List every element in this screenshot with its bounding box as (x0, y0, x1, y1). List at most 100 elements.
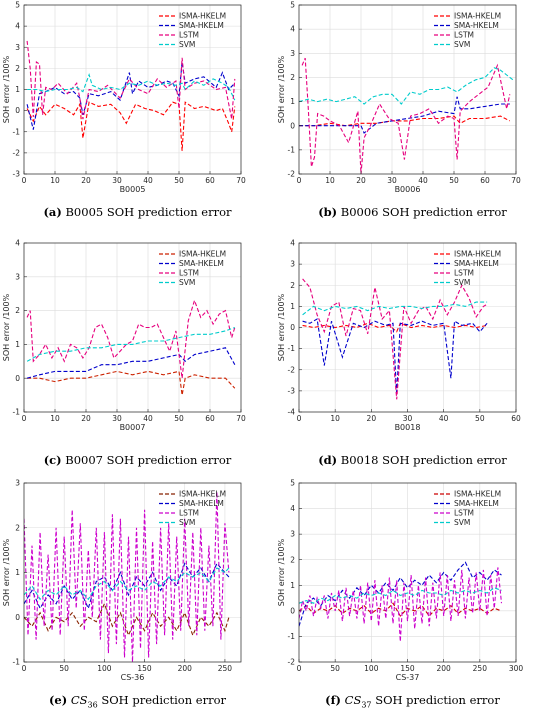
y-tick-label: 0 (15, 374, 20, 383)
x-tick-label: 40 (439, 414, 449, 423)
y-tick-label: 0 (290, 606, 295, 615)
caption-text: B0007 SOH prediction error (65, 453, 232, 467)
panel-d: 0 10 20 30 40 50 60 -4 -3 -2 -1 0 1 2 3 4 B0018 SOH error… (275, 238, 550, 438)
series-line-svm (299, 67, 514, 105)
y-tick-label: 0 (290, 323, 295, 332)
legend-label-isma-hkelm: ISMA-HKELM (179, 12, 226, 21)
panel-f: 0 50 100 150 200 250 300 -2 -1 0 1 2 3 4 5 CS-37 SOH err… (275, 478, 550, 688)
x-tick-label: 10 (50, 414, 60, 423)
y-tick-label: 4 (290, 239, 295, 248)
series-line-isma-hkelm (26, 101, 236, 151)
y-axis-label: SOH error /100% (277, 55, 286, 123)
x-tick-label: 20 (367, 414, 377, 423)
x-tick-label: 40 (418, 176, 428, 185)
y-tick-label: 2 (290, 73, 295, 82)
x-tick-label: 30 (387, 176, 397, 185)
chart-d: 0 10 20 30 40 50 60 -4 -3 -2 -1 0 1 2 3 4 B0018 SOH error… (277, 239, 521, 432)
x-tick-label: 200 (178, 664, 193, 673)
y-tick-label: -1 (288, 145, 296, 154)
y-tick-label: 3 (15, 479, 20, 488)
x-axis-label: B0005 (120, 185, 146, 194)
y-tick-label: 4 (15, 22, 20, 31)
x-tick-label: 60 (480, 176, 490, 185)
caption-text: B0006 SOH prediction error (340, 205, 507, 219)
y-axis-label: SOH error /100% (277, 293, 286, 361)
y-tick-label: 0 (15, 106, 20, 115)
y-tick-label: 1 (15, 568, 20, 577)
x-tick-label: 250 (218, 664, 233, 673)
y-tick-label: -1 (288, 344, 296, 353)
legend-label-lstm: LSTM (179, 509, 199, 518)
x-axis-label: CS-37 (396, 673, 420, 682)
x-tick-label: 200 (437, 664, 452, 673)
y-tick-label: 3 (15, 43, 20, 52)
y-tick-label: 2 (15, 64, 20, 73)
caption-tag: (b) (318, 205, 338, 219)
panel-a: 0 10 20 30 40 50 60 70 -3 -2 -1 0 1 2 3 4 5 B0005 SOH erro… (0, 0, 275, 200)
x-tick-label: 10 (330, 414, 340, 423)
y-tick-label: -3 (13, 170, 21, 179)
legend-label-isma-hkelm: ISMA-HKELM (454, 490, 501, 499)
caption-tag: (c) (43, 453, 62, 467)
legend-label-svm: SVM (179, 40, 195, 49)
y-tick-label: 1 (290, 581, 295, 590)
legend-label-sma-hkelm: SMA-HKELM (179, 21, 224, 30)
x-tick-label: 50 (475, 414, 485, 423)
axes-box (298, 4, 517, 175)
legend-label-sma-hkelm: SMA-HKELM (454, 259, 499, 268)
x-tick-label: 60 (205, 176, 215, 185)
x-tick-label: 10 (50, 176, 60, 185)
y-tick-label: -2 (288, 658, 296, 667)
x-tick-label: 50 (174, 414, 184, 423)
legend-label-sma-hkelm: SMA-HKELM (454, 21, 499, 30)
x-axis-label: B0018 (395, 423, 421, 432)
legend-label-svm: SVM (454, 518, 470, 527)
y-tick-label: 5 (15, 1, 20, 10)
y-tick-label: 3 (15, 272, 20, 281)
x-tick-label: 30 (112, 176, 122, 185)
y-tick-label: -1 (13, 658, 21, 667)
series-line-lstm (26, 298, 236, 379)
legend-label-lstm: LSTM (454, 31, 474, 40)
y-axis-label: SOH error /100% (2, 55, 11, 123)
caption-text: SOH prediction error (101, 693, 227, 707)
y-tick-label: -3 (288, 386, 296, 395)
x-axis-label: CS-36 (121, 673, 145, 682)
y-tick-label: 3 (290, 49, 295, 58)
panel-e: 0 50 100 150 200 250 -1 0 1 2 3 CS-36 SOH error /100… (0, 478, 275, 688)
legend-label-svm: SVM (179, 518, 195, 527)
legend-label-lstm: LSTM (454, 269, 474, 278)
y-axis-label: SOH error /100% (2, 293, 11, 361)
plot-area (299, 5, 516, 174)
caption-c: (c) B0007 SOH prediction error (0, 453, 275, 467)
x-tick-label: 50 (449, 176, 459, 185)
legend-label-isma-hkelm: ISMA-HKELM (454, 12, 501, 21)
chart-a: 0 10 20 30 40 50 60 70 -3 -2 -1 0 1 2 3 4 5 B0005 SOH erro… (2, 1, 246, 194)
series-line-lstm (302, 278, 488, 400)
y-tick-label: 4 (15, 239, 20, 248)
x-tick-label: 30 (403, 414, 413, 423)
x-tick-label: 0 (297, 176, 302, 185)
caption-b: (b) B0006 SOH prediction error (275, 205, 550, 219)
y-tick-label: 0 (290, 121, 295, 130)
series-line-svm (26, 326, 235, 362)
legend-label-sma-hkelm: SMA-HKELM (179, 259, 224, 268)
y-axis-label: SOH error /100% (277, 538, 286, 606)
caption-f: (f) CS37 SOH prediction error (325, 693, 500, 710)
x-axis-label: B0006 (395, 185, 421, 194)
x-tick-label: 50 (59, 664, 69, 673)
y-tick-label: 5 (290, 479, 295, 488)
caption-text: B0005 SOH prediction error (65, 205, 232, 219)
axes-box (23, 242, 242, 413)
x-tick-label: 300 (509, 664, 524, 673)
x-tick-label: 60 (511, 414, 521, 423)
y-tick-label: -1 (13, 408, 21, 417)
series-line-sma-hkelm (302, 318, 488, 396)
x-tick-label: 20 (81, 414, 91, 423)
legend-label-svm: SVM (179, 278, 195, 287)
y-tick-label: 0 (15, 613, 20, 622)
x-tick-label: 150 (400, 664, 415, 673)
